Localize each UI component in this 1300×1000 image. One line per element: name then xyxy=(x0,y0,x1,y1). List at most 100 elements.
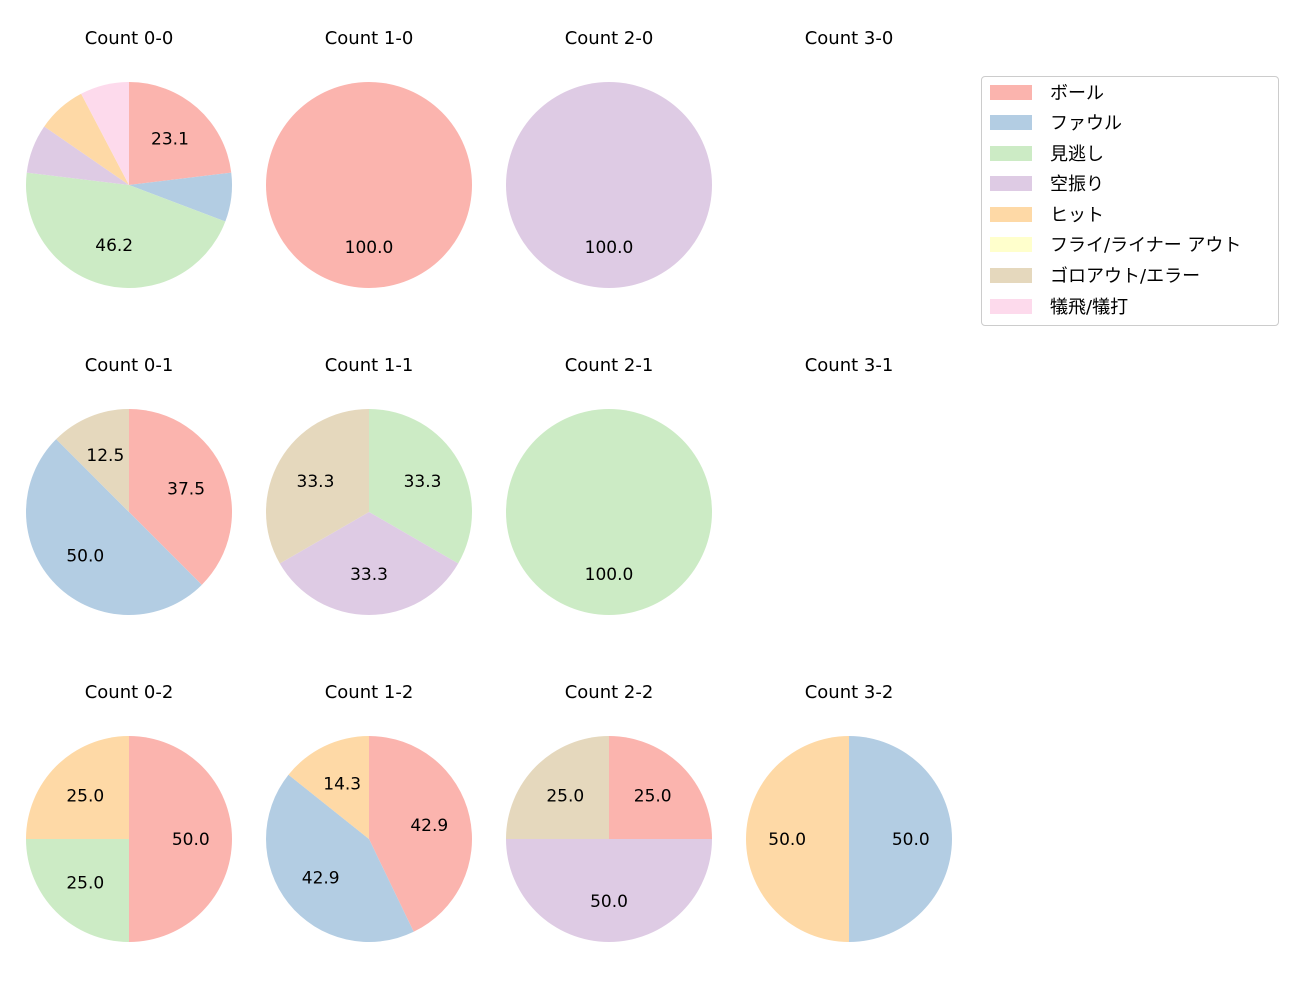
legend-swatch xyxy=(990,267,1032,283)
panel-title: Count 3-0 xyxy=(804,28,894,49)
slice-percent-label: 33.3 xyxy=(297,472,335,492)
pie-chart: 100.0 xyxy=(506,82,712,288)
panel-title: Count 2-0 xyxy=(564,28,654,49)
slice-percent-label: 23.1 xyxy=(151,130,189,150)
pie-panel: Count 2-1 100.0 xyxy=(489,339,729,666)
pie-slice xyxy=(129,409,233,585)
pie-slice xyxy=(26,439,202,615)
legend-label: 犠飛/犠打 xyxy=(1050,297,1129,318)
pie-slice xyxy=(506,82,712,288)
legend-swatch xyxy=(990,114,1032,130)
legend-item-hit: ヒット xyxy=(990,202,1104,226)
slice-percent-label: 25.0 xyxy=(66,874,104,894)
pie-slice xyxy=(288,736,369,839)
legend-swatch xyxy=(990,145,1032,161)
legend-label: ボール xyxy=(1050,83,1104,104)
panel-title: Count 2-2 xyxy=(564,682,654,703)
pie-slice xyxy=(506,839,712,942)
pie-slice xyxy=(266,82,472,288)
pie-slice xyxy=(44,93,129,185)
pie-slice xyxy=(369,409,472,564)
slice-percent-label: 37.5 xyxy=(167,479,205,499)
pie-chart: 37.5 50.0 12.5 xyxy=(26,409,233,615)
slice-percent-label: 25.0 xyxy=(66,786,104,806)
panel-title: Count 1-2 xyxy=(324,682,414,703)
pie-slice xyxy=(506,409,712,615)
legend-swatch xyxy=(990,175,1032,191)
pie-chart: 100.0 xyxy=(266,82,472,288)
pie-slice xyxy=(506,736,609,839)
pie-slice xyxy=(129,736,232,942)
slice-percent-label: 14.3 xyxy=(323,774,361,794)
legend-swatch xyxy=(990,236,1032,252)
legend-label: ファウル xyxy=(1050,113,1122,134)
panel-title: Count 0-1 xyxy=(84,355,174,376)
panel-title: Count 0-0 xyxy=(84,28,174,49)
legend: ボール ファウル 見逃し 空振り ヒット フライ/ライナー アウト ゴロアウト/… xyxy=(981,76,1279,326)
pie-slice xyxy=(129,82,232,185)
pie-chart: 100.0 xyxy=(506,409,712,615)
pie-slice xyxy=(81,82,129,185)
pie-slice xyxy=(265,774,414,942)
slice-percent-label: 100.0 xyxy=(345,238,394,258)
pie-slice xyxy=(266,409,369,564)
pie-slice xyxy=(369,736,473,932)
pie-panel: Count 3-1 xyxy=(729,339,969,666)
legend-label: ヒット xyxy=(1050,205,1104,226)
legend-label: 見逃し xyxy=(1050,144,1104,165)
legend-swatch xyxy=(990,84,1032,100)
pie-panel: Count 3-0 xyxy=(729,12,969,339)
pie-slice xyxy=(279,512,459,615)
legend-label: フライ/ライナー アウト xyxy=(1050,235,1242,256)
panel-title: Count 1-1 xyxy=(324,355,414,376)
slice-percent-label: 25.0 xyxy=(546,786,584,806)
slice-percent-label: 46.2 xyxy=(95,236,133,256)
pie-slice xyxy=(129,172,232,222)
panel-title: Count 0-2 xyxy=(84,682,174,703)
pie-chart: 42.9 42.9 14.3 xyxy=(265,736,473,942)
slice-percent-label: 33.3 xyxy=(350,565,388,585)
pie-slice xyxy=(849,736,952,942)
slice-percent-label: 25.0 xyxy=(634,786,672,806)
legend-item-ball: ボール xyxy=(990,80,1104,104)
pie-chart: 23.1 46.2 xyxy=(25,82,232,289)
pie-slice xyxy=(746,736,849,942)
legend-label: ゴロアウト/エラー xyxy=(1050,266,1201,287)
pie-panel: Count 0-0 23.1 46.2 xyxy=(9,12,249,339)
pie-slice xyxy=(56,409,130,512)
pie-panel: Count 3-2 50.0 50.0 xyxy=(729,666,969,993)
pie-chart: 33.3 33.3 33.3 xyxy=(266,409,472,615)
slice-percent-label: 100.0 xyxy=(585,565,634,585)
slice-percent-label: 42.9 xyxy=(302,869,340,889)
legend-item-foul: ファウル xyxy=(990,110,1122,134)
panel-title: Count 3-1 xyxy=(804,355,894,376)
pie-chart: 50.0 50.0 xyxy=(746,736,952,942)
slice-percent-label: 50.0 xyxy=(590,892,628,912)
pie-slice xyxy=(25,172,226,289)
panel-title: Count 1-0 xyxy=(324,28,414,49)
pie-panel: Count 2-0 100.0 xyxy=(489,12,729,339)
legend-item-grounder-error: ゴロアウト/エラー xyxy=(990,263,1200,287)
panel-title: Count 2-1 xyxy=(564,355,654,376)
pie-slice xyxy=(609,736,712,839)
slice-percent-label: 50.0 xyxy=(172,830,210,850)
pie-chart: 50.0 25.0 25.0 xyxy=(26,736,232,942)
slice-percent-label: 50.0 xyxy=(66,547,104,567)
panel-title: Count 3-2 xyxy=(804,682,894,703)
legend-item-sacrifice: 犠飛/犠打 xyxy=(990,294,1128,318)
pie-panel: Count 0-2 50.0 25.0 25.0 xyxy=(9,666,249,993)
pie-slice xyxy=(26,839,129,942)
pie-chart: 25.0 50.0 25.0 xyxy=(506,736,712,942)
legend-item-called-strike: 見逃し xyxy=(990,141,1104,165)
slice-percent-label: 12.5 xyxy=(86,446,124,466)
legend-item-swinging-strike: 空振り xyxy=(990,171,1104,195)
pie-panel: Count 1-1 33.3 33.3 33.3 xyxy=(249,339,489,666)
pie-panel: Count 1-2 42.9 42.9 14.3 xyxy=(249,666,489,993)
slice-percent-label: 33.3 xyxy=(404,472,442,492)
pie-slice xyxy=(26,736,129,839)
legend-item-fly-liner-out: フライ/ライナー アウト xyxy=(990,232,1241,256)
legend-swatch xyxy=(990,298,1032,314)
pie-panel: Count 2-2 25.0 50.0 25.0 xyxy=(489,666,729,993)
pie-panel: Count 1-0 100.0 xyxy=(249,12,489,339)
slice-percent-label: 50.0 xyxy=(892,830,930,850)
